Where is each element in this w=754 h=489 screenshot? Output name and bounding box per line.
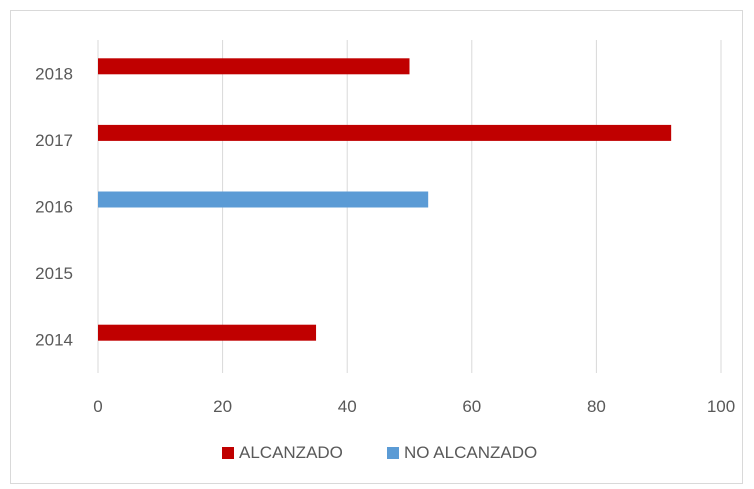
x-tick-label: 100 (707, 397, 735, 416)
bar-no-alcanzado-2016 (98, 191, 429, 208)
x-tick-label: 20 (213, 397, 232, 416)
x-tick-label: 80 (587, 397, 606, 416)
x-tick-label: 40 (338, 397, 357, 416)
y-tick-label: 2017 (35, 131, 73, 150)
legend-swatch-no-alcanzado (387, 447, 399, 459)
y-tick-label: 2018 (35, 64, 73, 83)
chart-frame (10, 10, 743, 484)
y-tick-label: 2014 (35, 331, 73, 350)
legend-label: ALCANZADO (239, 443, 343, 462)
bar-alcanzado-2014 (98, 324, 317, 341)
legend-label: NO ALCANZADO (404, 443, 537, 462)
bar-alcanzado-2018 (98, 58, 410, 75)
bar-alcanzado-2017 (98, 124, 672, 141)
legend-swatch-alcanzado (222, 447, 234, 459)
y-tick-label: 2015 (35, 264, 73, 283)
x-tick-label: 0 (93, 397, 102, 416)
y-tick-label: 2016 (35, 198, 73, 217)
x-tick-label: 60 (462, 397, 481, 416)
